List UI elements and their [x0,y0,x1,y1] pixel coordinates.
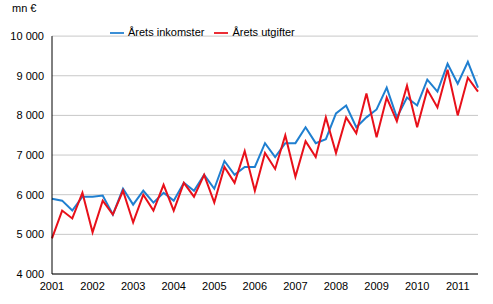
svg-text:2007: 2007 [283,280,307,292]
svg-text:6 000: 6 000 [16,189,44,201]
svg-text:2002: 2002 [80,280,104,292]
svg-text:2005: 2005 [202,280,226,292]
svg-text:2004: 2004 [161,280,185,292]
svg-text:10 000: 10 000 [10,30,44,42]
svg-text:2008: 2008 [324,280,348,292]
svg-text:2001: 2001 [40,280,64,292]
svg-text:5 000: 5 000 [16,228,44,240]
svg-text:9 000: 9 000 [16,70,44,82]
svg-text:2011: 2011 [446,280,470,292]
html-text:Årets utgifter: Årets utgifter [232,26,295,38]
svg-text:8 000: 8 000 [16,109,44,121]
svg-text:4 000: 4 000 [16,268,44,280]
html-text:Årets inkomster: Årets inkomster [128,26,205,38]
html-text:mn €: mn € [12,2,37,14]
svg-text:2009: 2009 [364,280,388,292]
svg-text:7 000: 7 000 [16,149,44,161]
svg-text:2003: 2003 [121,280,145,292]
svg-text:2006: 2006 [243,280,267,292]
svg-text:2010: 2010 [405,280,429,292]
